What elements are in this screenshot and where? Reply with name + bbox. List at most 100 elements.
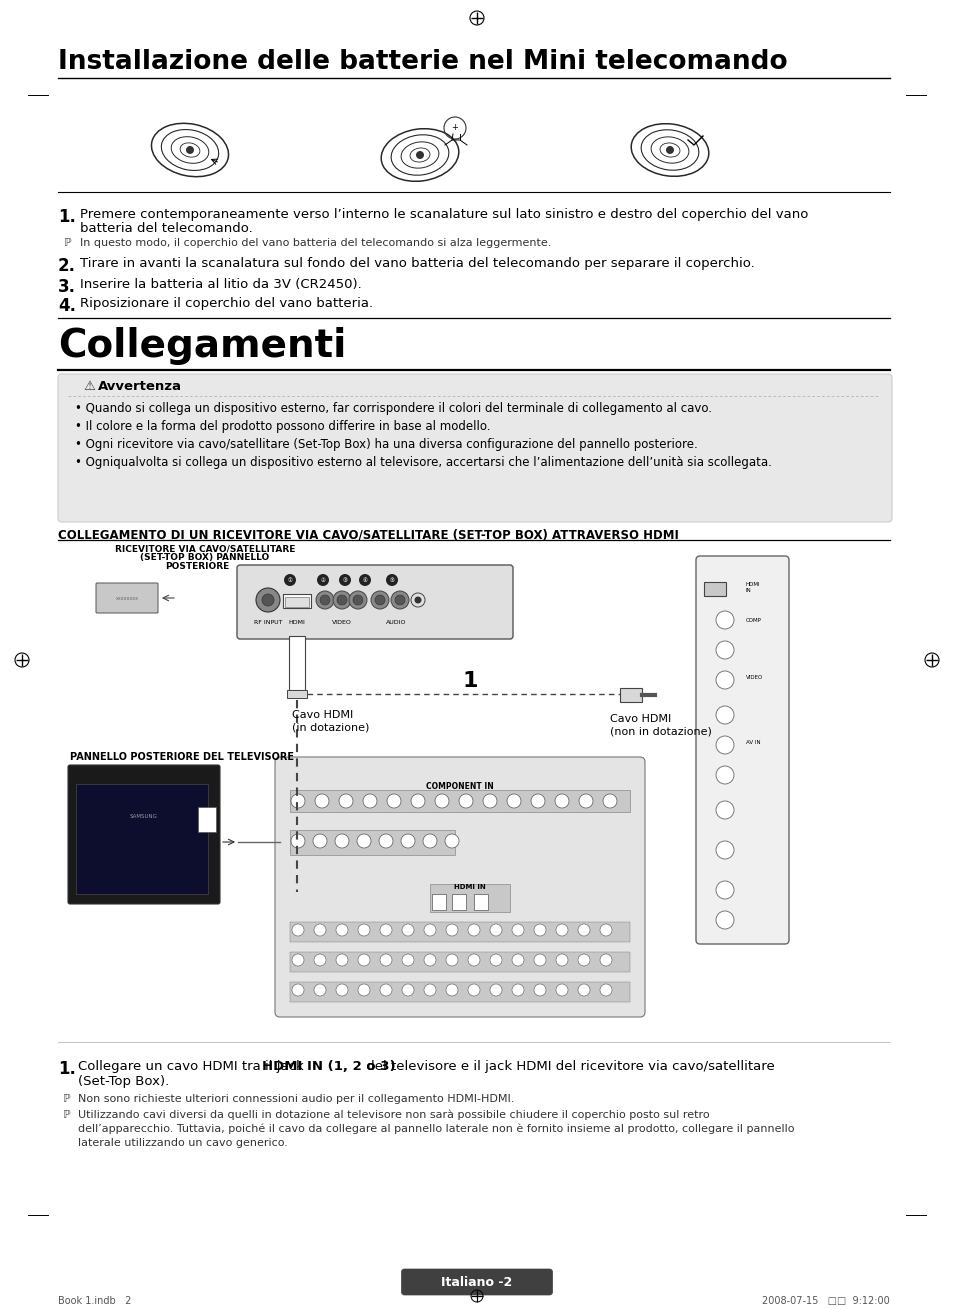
Circle shape (363, 794, 376, 808)
Circle shape (387, 794, 400, 808)
Text: Riposizionare il coperchio del vano batteria.: Riposizionare il coperchio del vano batt… (80, 297, 373, 310)
Text: • Il colore e la forma del prodotto possono differire in base al modello.: • Il colore e la forma del prodotto poss… (75, 421, 490, 434)
Text: ℙ: ℙ (63, 1110, 71, 1120)
Circle shape (716, 736, 733, 755)
Text: In questo modo, il coperchio del vano batteria del telecomando si alza leggermen: In questo modo, il coperchio del vano ba… (80, 238, 551, 248)
Text: RF INPUT: RF INPUT (253, 620, 282, 625)
Text: (non in dotazione): (non in dotazione) (609, 726, 711, 736)
FancyBboxPatch shape (236, 565, 513, 639)
Circle shape (262, 593, 274, 607)
Circle shape (400, 834, 415, 848)
Circle shape (512, 924, 523, 937)
Circle shape (313, 834, 327, 848)
Circle shape (371, 591, 389, 609)
Text: del televisore e il jack HDMI del ricevitore via cavo/satellitare: del televisore e il jack HDMI del ricevi… (361, 1060, 774, 1073)
Circle shape (335, 834, 349, 848)
Circle shape (716, 882, 733, 899)
Text: (SET-TOP BOX) PANNELLO: (SET-TOP BOX) PANNELLO (140, 553, 269, 562)
Circle shape (423, 924, 436, 937)
Bar (290, 952, 629, 972)
Circle shape (446, 924, 457, 937)
Circle shape (716, 671, 733, 689)
Circle shape (435, 794, 449, 808)
Text: 1.: 1. (58, 208, 76, 227)
Circle shape (356, 834, 371, 848)
Text: HDMI IN: HDMI IN (454, 884, 485, 889)
Circle shape (333, 591, 351, 609)
Circle shape (335, 924, 348, 937)
Text: HDMI
IN: HDMI IN (745, 582, 760, 593)
FancyBboxPatch shape (68, 765, 220, 904)
Circle shape (186, 145, 193, 155)
Circle shape (578, 984, 589, 996)
Circle shape (578, 924, 589, 937)
Circle shape (716, 641, 733, 659)
Text: Premere contemporaneamente verso l’interno le scanalature sul lato sinistro e de: Premere contemporaneamente verso l’inter… (80, 208, 807, 221)
Circle shape (395, 595, 405, 605)
Text: AV IN: AV IN (745, 740, 760, 745)
Circle shape (378, 834, 393, 848)
Text: AUDIO: AUDIO (385, 620, 406, 625)
Circle shape (336, 595, 347, 605)
Circle shape (291, 794, 305, 808)
Circle shape (599, 954, 612, 965)
Text: 2.: 2. (58, 257, 76, 275)
Bar (432, 893, 446, 910)
Circle shape (534, 984, 545, 996)
Circle shape (319, 595, 330, 605)
Circle shape (314, 924, 326, 937)
Circle shape (316, 574, 329, 586)
Circle shape (482, 794, 497, 808)
Circle shape (534, 924, 545, 937)
Circle shape (411, 794, 424, 808)
Circle shape (490, 924, 501, 937)
Text: 2008-07-15   □□  9:12:00: 2008-07-15 □□ 9:12:00 (761, 1296, 889, 1306)
Circle shape (353, 595, 363, 605)
Circle shape (716, 706, 733, 724)
Text: ②: ② (320, 578, 325, 583)
Text: Cavo HDMI: Cavo HDMI (609, 714, 671, 724)
Bar (474, 893, 488, 910)
Circle shape (335, 954, 348, 965)
Circle shape (314, 954, 326, 965)
Text: VIDEO: VIDEO (745, 675, 762, 680)
Bar (287, 690, 307, 698)
Circle shape (401, 984, 414, 996)
Circle shape (255, 588, 280, 612)
Circle shape (468, 954, 479, 965)
Circle shape (379, 924, 392, 937)
Circle shape (490, 954, 501, 965)
Text: Italiano -2: Italiano -2 (441, 1276, 512, 1289)
Circle shape (414, 596, 421, 604)
Circle shape (416, 151, 423, 159)
Text: HDMI: HDMI (288, 620, 305, 625)
Text: ℙ: ℙ (63, 1094, 71, 1104)
Text: +: + (451, 123, 458, 132)
Circle shape (578, 794, 593, 808)
Text: SAMSUNG: SAMSUNG (130, 815, 158, 820)
Circle shape (401, 924, 414, 937)
Circle shape (555, 794, 568, 808)
Circle shape (599, 924, 612, 937)
Text: RICEVITORE VIA CAVO/SATELLITARE: RICEVITORE VIA CAVO/SATELLITARE (115, 544, 295, 553)
Circle shape (358, 574, 371, 586)
Bar (285, 597, 309, 607)
Circle shape (716, 800, 733, 819)
Circle shape (386, 574, 397, 586)
Circle shape (423, 984, 436, 996)
Bar (198, 807, 215, 832)
Circle shape (338, 794, 353, 808)
Text: 1: 1 (462, 671, 477, 690)
Circle shape (292, 984, 304, 996)
Text: • Quando si collega un dispositivo esterno, far corrispondere il colori del term: • Quando si collega un dispositivo ester… (75, 402, 711, 415)
Circle shape (375, 595, 385, 605)
Text: 4.: 4. (58, 297, 76, 314)
Text: HDMI IN (1, 2 o 3): HDMI IN (1, 2 o 3) (261, 1060, 395, 1073)
Bar (703, 582, 725, 596)
Text: dell’apparecchio. Tuttavia, poiché il cavo da collegare al pannello laterale non: dell’apparecchio. Tuttavia, poiché il ca… (78, 1124, 794, 1134)
FancyBboxPatch shape (274, 757, 644, 1017)
Circle shape (422, 834, 436, 848)
Text: Tirare in avanti la scanalatura sul fondo del vano batteria del telecomando per : Tirare in avanti la scanalatura sul fond… (80, 257, 754, 270)
Text: laterale utilizzando un cavo generico.: laterale utilizzando un cavo generico. (78, 1138, 288, 1148)
Circle shape (468, 984, 479, 996)
